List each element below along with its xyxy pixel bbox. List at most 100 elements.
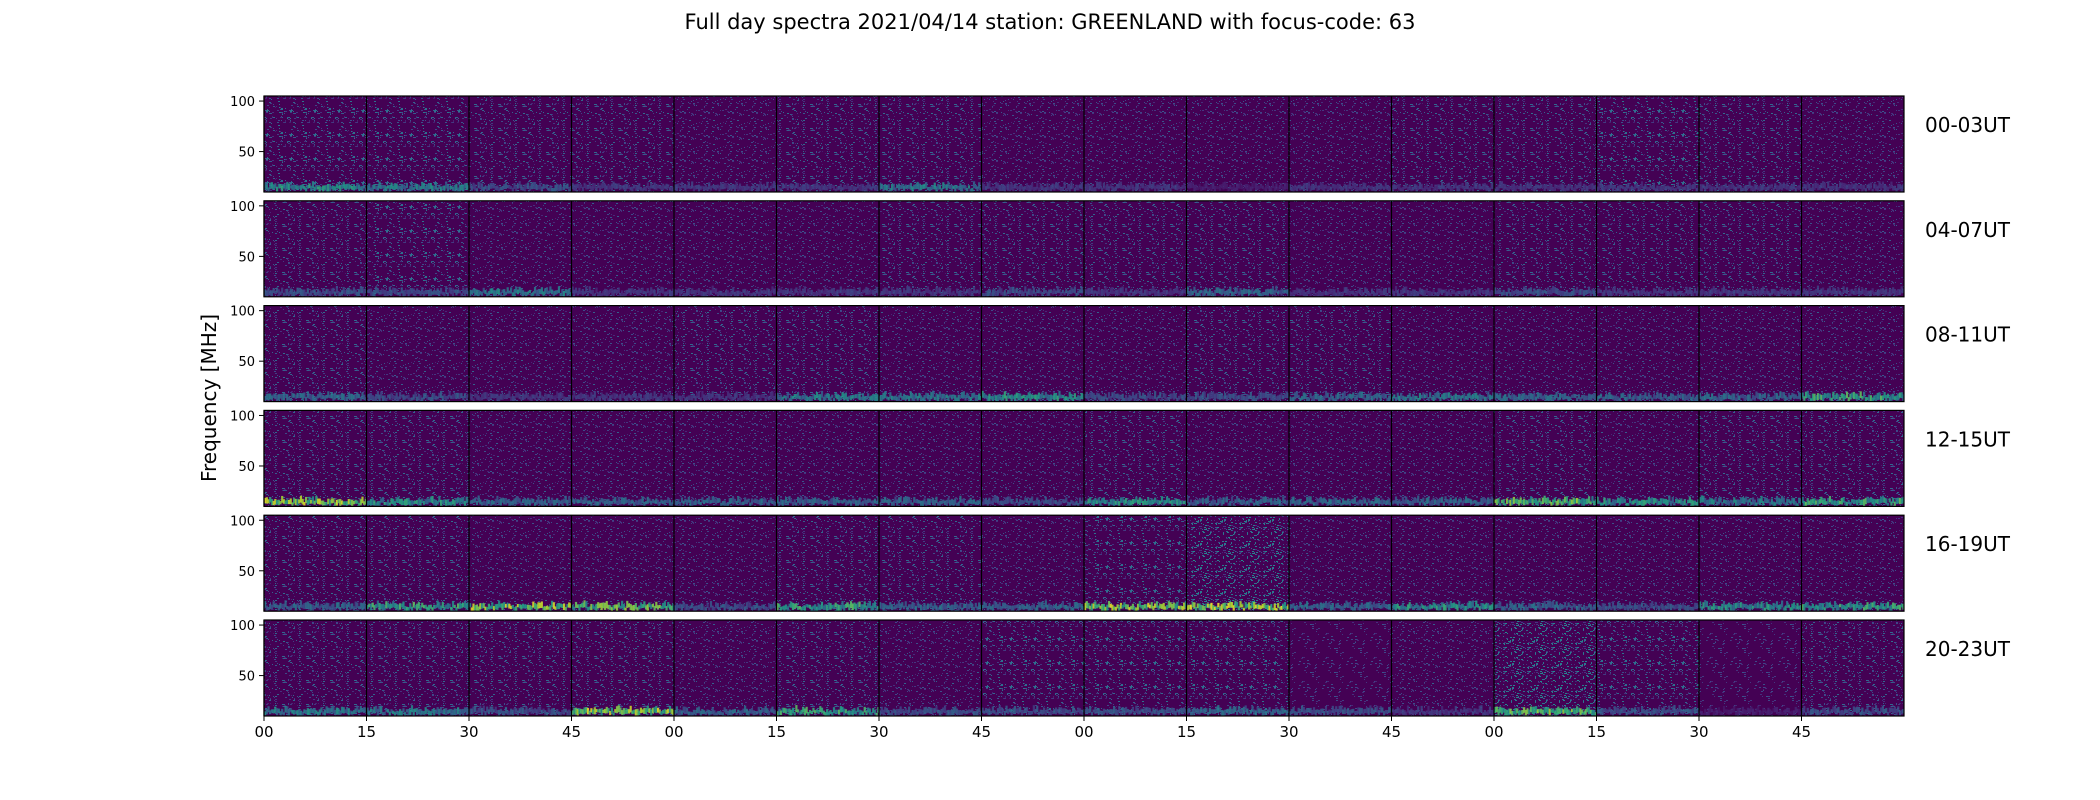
activity-band [1008,184,1012,192]
activity-band [1695,501,1698,506]
activity-band [585,286,588,293]
activity-band [1025,395,1029,401]
activity-band [677,183,680,189]
activity-band [1693,397,1697,402]
activity-band [581,602,584,608]
activity-band [861,604,865,611]
activity-band [1148,500,1152,505]
activity-band [1251,601,1254,608]
activity-band [918,603,921,608]
activity-band [1721,502,1724,506]
activity-band [590,392,593,400]
activity-band [1242,499,1246,505]
activity-band [279,602,282,609]
activity-band [744,497,747,505]
activity-band [1131,499,1135,505]
activity-band [592,394,595,401]
activity-band [921,184,924,189]
activity-band [856,602,859,609]
activity-band [687,496,690,503]
activity-band [1454,292,1457,297]
activity-band [783,289,786,295]
activity-band [732,607,735,612]
activity-band [1311,500,1314,505]
activity-band [1775,290,1779,297]
activity-band [1552,187,1555,192]
activity-band [1514,395,1517,402]
activity-band [988,497,991,505]
activity-band [882,288,885,295]
activity-band [1268,605,1271,611]
activity-band [402,290,405,297]
activity-band [1037,187,1041,192]
spectrum-panel [366,515,469,612]
activity-band [890,183,894,191]
activity-band [773,601,776,609]
activity-band [771,286,774,293]
activity-band [434,290,438,295]
activity-band [1200,394,1203,402]
activity-band [1369,393,1372,401]
activity-band [318,186,321,192]
activity-band [923,498,926,505]
activity-band [506,499,509,504]
activity-band [1377,289,1381,294]
activity-band [979,286,982,293]
activity-band [1596,601,1599,608]
activity-band [1017,186,1020,190]
activity-band [1721,185,1724,191]
activity-band [1400,501,1403,506]
activity-band [542,396,545,402]
activity-band [1806,498,1809,506]
activity-band [335,602,338,608]
activity-band [788,398,791,402]
activity-band [1784,605,1787,611]
activity-band [1681,186,1685,191]
activity-band [696,289,699,293]
activity-band [1743,290,1746,295]
activity-band [923,290,926,295]
activity-band [1302,501,1305,506]
activity-band [1886,502,1890,507]
activity-band [1099,500,1102,507]
activity-band [1557,605,1560,610]
activity-band [1644,392,1647,399]
activity-band [602,602,605,609]
activity-band [496,288,499,295]
activity-band [603,183,607,191]
activity-band [1396,184,1399,189]
activity-band [1741,603,1744,610]
activity-band [1820,288,1823,295]
activity-band [1384,288,1387,295]
activity-band [1015,287,1018,293]
activity-band [967,288,971,295]
activity-band [1306,183,1309,191]
activity-band [1176,601,1179,609]
activity-band [879,502,882,506]
activity-band [1716,182,1719,189]
activity-band [1125,186,1128,191]
activity-band [913,394,916,402]
activity-band [1422,187,1425,192]
activity-band [337,602,340,609]
activity-band [1485,184,1488,191]
activity-band [1352,181,1355,189]
activity-band [1352,498,1355,505]
activity-band [644,605,648,610]
activity-band [1049,498,1053,505]
activity-band [1326,392,1329,398]
activity-band [1762,501,1765,506]
spectrum-panel [469,515,572,612]
activity-band [1536,500,1539,507]
activity-band [754,292,757,297]
activity-band [1693,182,1697,189]
activity-band [1700,495,1703,503]
activity-band [1690,290,1693,296]
activity-band [1254,183,1258,191]
activity-band [1365,187,1369,192]
activity-band [1162,602,1165,610]
activity-band [448,185,451,190]
activity-band [1010,498,1013,504]
activity-band [562,498,566,504]
